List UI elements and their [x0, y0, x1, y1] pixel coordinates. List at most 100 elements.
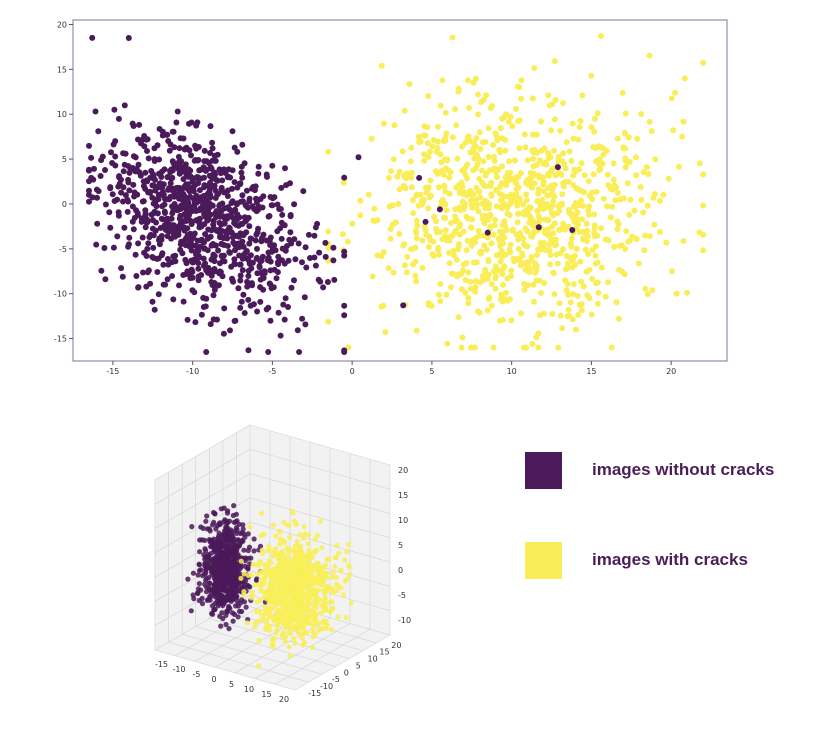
- scatter-point: [456, 204, 463, 211]
- scatter-point: [94, 220, 101, 227]
- scatter-point: [591, 115, 598, 122]
- scatter-point: [205, 226, 212, 233]
- scatter-point-3d: [289, 508, 295, 514]
- scatter-point: [608, 344, 615, 351]
- scatter-point-3d: [301, 630, 307, 636]
- scatter-point: [531, 180, 538, 187]
- scatter-point: [524, 282, 531, 289]
- scatter-point: [487, 183, 494, 189]
- scatter-point: [644, 202, 651, 209]
- scatter-point: [512, 157, 518, 164]
- scatter-point: [557, 312, 564, 319]
- scatter-point-3d: [276, 550, 282, 557]
- scatter-point: [125, 198, 132, 205]
- scatter-point: [475, 155, 482, 162]
- scatter-point: [399, 148, 406, 155]
- scatter-point: [589, 275, 596, 282]
- scatter-point: [193, 208, 200, 214]
- scatter-point: [515, 174, 522, 181]
- scatter-point: [462, 139, 469, 146]
- legend-item-without-cracks: images without cracks: [525, 450, 774, 490]
- scatter-point-3d: [323, 570, 329, 576]
- scatter-point: [369, 273, 376, 280]
- scatter-point: [278, 235, 285, 242]
- scatter-point: [447, 169, 454, 176]
- scatter-point: [484, 307, 491, 314]
- x-tick-label-3d: -5: [193, 670, 201, 679]
- y-tick-label-3d: -15: [308, 689, 321, 698]
- scatter-point: [583, 220, 590, 227]
- scatter-point-3d: [277, 536, 283, 542]
- scatter-point-3d: [311, 603, 317, 609]
- scatter-point: [569, 120, 576, 127]
- scatter-point-3d: [289, 575, 295, 581]
- scatter-point: [533, 277, 540, 284]
- scatter-point: [443, 291, 450, 298]
- y-tick-label-3d: 10: [368, 655, 378, 664]
- scatter-point: [536, 312, 543, 319]
- scatter-point: [492, 273, 499, 280]
- scatter-point: [385, 174, 392, 181]
- scatter-point-3d: [335, 583, 341, 589]
- scatter-point: [477, 194, 484, 201]
- scatter-point: [481, 242, 488, 249]
- scatter-point-3d: [203, 589, 210, 595]
- scatter-point: [455, 182, 462, 189]
- scatter-point: [140, 269, 146, 276]
- scatter-point: [522, 225, 529, 232]
- scatter-point: [531, 65, 538, 72]
- scatter-point: [125, 243, 132, 250]
- scatter-point: [569, 316, 576, 323]
- scatter-point: [700, 59, 707, 66]
- scatter-point: [90, 176, 97, 183]
- y-tick-label-3d: 0: [344, 668, 349, 677]
- scatter-point: [132, 251, 139, 258]
- scatter-point: [302, 321, 309, 328]
- scatter-point-3d: [314, 596, 321, 602]
- scatter-point: [219, 177, 226, 184]
- scatter-point: [476, 175, 483, 182]
- scatter-point: [493, 174, 500, 181]
- scatter-point: [216, 219, 223, 226]
- scatter-point: [278, 184, 285, 191]
- scatter-point: [576, 229, 583, 235]
- scatter-point: [115, 115, 122, 122]
- scatter-point: [150, 175, 157, 182]
- scatter-point-3d: [219, 593, 225, 599]
- scatter-point: [189, 259, 196, 266]
- scatter-point: [562, 165, 569, 172]
- scatter-point: [212, 195, 219, 201]
- scatter-point: [170, 296, 177, 303]
- scatter-point: [534, 252, 541, 258]
- scatter-point: [696, 160, 703, 167]
- scatter-point: [149, 225, 156, 232]
- scatter-point-3d: [284, 619, 290, 625]
- scatter-point: [515, 184, 522, 191]
- scatter-point: [282, 295, 289, 302]
- scatter-point: [400, 302, 407, 309]
- scatter-point-3d: [297, 586, 303, 592]
- scatter-point: [267, 258, 274, 265]
- scatter-point: [197, 175, 204, 182]
- scatter-point-3d: [322, 595, 328, 601]
- scatter-point-3d: [234, 518, 240, 524]
- scatter-point: [594, 259, 601, 266]
- scatter-point-3d: [269, 594, 275, 600]
- scatter-point: [592, 243, 599, 250]
- scatter-point-3d: [229, 558, 235, 564]
- scatter-point: [195, 260, 202, 267]
- scatter-point: [700, 231, 707, 238]
- scatter-point: [534, 198, 541, 204]
- scatter-point: [164, 131, 171, 138]
- scatter-point: [488, 281, 495, 287]
- scatter-point-3d: [344, 549, 350, 555]
- scatter-point: [461, 203, 468, 210]
- scatter-point-3d: [230, 579, 236, 585]
- scatter-point: [368, 135, 375, 142]
- scatter-point: [98, 157, 105, 164]
- scatter-point: [524, 157, 531, 164]
- scatter-point: [484, 229, 491, 236]
- scatter-point: [233, 201, 240, 208]
- scatter-point-3d: [185, 576, 191, 582]
- scatter-point: [140, 198, 147, 205]
